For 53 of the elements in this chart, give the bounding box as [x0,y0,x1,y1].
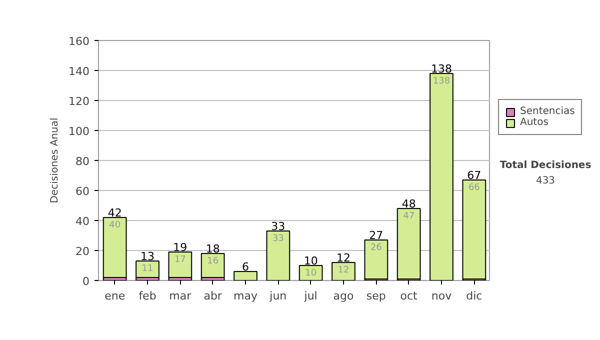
bar [168,252,192,278]
total-label: 67 [467,169,482,182]
total-label: 10 [304,254,318,268]
legend-label: Sentencias [520,106,575,117]
y-tick-label: 60 [76,185,90,198]
y-tick-label: 100 [68,125,90,138]
bar [102,217,127,278]
total-label: 6 [242,260,249,274]
total-label: 13 [140,250,154,263]
total-label: 138 [431,62,452,76]
legend-label: Autos [520,117,548,128]
x-tick-label: nov [431,290,452,302]
bar [136,260,160,278]
y-tick-label: 140 [68,65,90,78]
x-tick-label: jul [303,290,318,302]
y-tick-label: 0 [82,275,90,288]
total-label: 18 [206,242,220,256]
y-tick-label: 160 [68,35,90,48]
total-label: 48 [402,198,416,210]
x-tick-label: jun [268,290,287,302]
data-label: 26 [370,243,382,253]
data-label: 11 [142,264,154,274]
bar [200,253,225,278]
data-label: 16 [207,256,219,266]
x-tick-label: ago [333,290,354,302]
data-label: 66 [468,183,480,193]
y-axis-title: Decisiones Anual [50,118,61,204]
y-tick-label: 80 [76,155,90,168]
total-label: 42 [108,206,122,220]
x-tick-label: feb [138,290,156,302]
data-label: 138 [432,76,450,86]
x-tick-label: abr [204,290,222,302]
x-tick-label: sep [366,290,386,302]
data-label: 40 [109,220,121,230]
data-label: 33 [272,234,284,244]
data-label: 47 [403,212,415,222]
total-label: 12 [336,252,350,264]
x-tick-label: dic [466,290,482,302]
x-tick-label: may [234,290,258,302]
total-label: 33 [271,220,286,233]
data-label: 12 [338,266,350,276]
y-tick-label: 40 [76,215,90,228]
total-label: 27 [369,229,384,242]
y-tick-label: 20 [76,245,90,258]
data-label: 17 [174,255,186,265]
text: 433 [536,176,556,187]
x-tick-label: oct [400,290,418,302]
data-label: 10 [305,268,317,278]
x-tick-label: ene [104,290,126,302]
total-label: 19 [173,241,188,254]
x-tick-label: mar [169,290,192,302]
text: Total Decisiones [500,160,592,171]
y-tick-label: 120 [68,95,90,108]
